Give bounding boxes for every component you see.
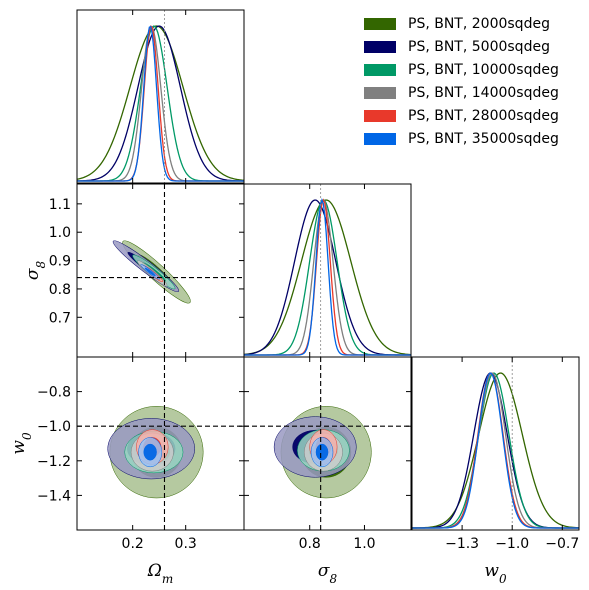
marginal-curve-4 <box>77 25 244 182</box>
contour-inner-5 <box>143 443 157 461</box>
x-tick-label: −1.3 <box>445 536 479 552</box>
legend-label: PS, BNT, 10000sqdeg <box>408 61 559 78</box>
marginal-curve-3 <box>77 25 244 182</box>
legend-swatch <box>364 40 396 53</box>
y-tick-label: −1.4 <box>37 488 71 504</box>
panel-s8_w0 <box>244 357 411 530</box>
marginal-w0 <box>412 357 579 530</box>
y-tick-label: −1.0 <box>37 419 71 435</box>
panel-om_w0 <box>77 357 244 530</box>
marginal-om <box>77 10 244 183</box>
legend-item: PS, BNT, 28000sqdeg <box>364 104 559 127</box>
panel-frame <box>76 9 245 184</box>
legend: PS, BNT, 2000sqdeg PS, BNT, 5000sqdeg PS, … <box>364 12 559 150</box>
marginal-curve-5 <box>244 198 411 356</box>
legend-swatch <box>364 17 396 30</box>
y-tick-label: 1.1 <box>49 197 71 213</box>
y-tick-label: 0.9 <box>49 254 71 270</box>
legend-label: PS, BNT, 28000sqdeg <box>408 107 559 124</box>
marginal-curve-2 <box>412 372 579 529</box>
legend-swatch <box>364 63 396 76</box>
y-tick-label: 0.7 <box>49 310 71 326</box>
contour-inner-5 <box>144 267 156 277</box>
marginal-s8 <box>244 184 411 357</box>
marginal-curve-2 <box>77 25 244 182</box>
x-tick-label: 0.2 <box>122 536 144 552</box>
legend-item: PS, BNT, 10000sqdeg <box>364 58 559 81</box>
legend-swatch <box>364 132 396 145</box>
x-tick-label: 1.0 <box>353 536 375 552</box>
panel-om_s8 <box>77 184 244 357</box>
y-tick-label: −1.2 <box>37 454 71 470</box>
legend-item: PS, BNT, 2000sqdeg <box>364 12 559 35</box>
marginal-curve-3 <box>412 372 579 529</box>
legend-label: PS, BNT, 5000sqdeg <box>408 38 550 55</box>
marginal-curve-0 <box>77 25 244 181</box>
x-tick-label: 0.3 <box>175 536 197 552</box>
legend-label: PS, BNT, 35000sqdeg <box>408 130 559 147</box>
panel-frame <box>243 356 412 531</box>
marginal-curve-0 <box>412 372 579 529</box>
marginal-curve-4 <box>412 372 579 529</box>
y-axis-label-s8: σ8 <box>23 261 48 281</box>
x-axis-label-s8: σ8 <box>318 561 338 586</box>
x-axis-label-w0: w0 <box>484 561 507 586</box>
y-axis-label-w0: w0 <box>9 432 34 455</box>
marginal-curve-0 <box>244 199 411 356</box>
x-axis-label-om: Ωm <box>147 561 174 586</box>
marginal-curve-5 <box>77 25 244 182</box>
legend-swatch <box>364 109 396 122</box>
y-tick-label: −0.8 <box>37 385 71 401</box>
panel-frame <box>411 356 580 531</box>
marginal-curve-1 <box>412 372 579 529</box>
legend-item: PS, BNT, 5000sqdeg <box>364 35 559 58</box>
x-tick-label: −1.0 <box>495 536 529 552</box>
y-tick-label: 1.0 <box>49 225 71 241</box>
marginal-curve-4 <box>244 198 411 356</box>
marginal-curve-5 <box>412 372 579 529</box>
x-tick-label: −0.7 <box>545 536 579 552</box>
contour-inner-5 <box>315 443 329 461</box>
y-tick-label: 0.8 <box>49 282 71 298</box>
legend-swatch <box>364 86 396 99</box>
legend-label: PS, BNT, 2000sqdeg <box>408 15 550 32</box>
legend-item: PS, BNT, 35000sqdeg <box>364 127 559 150</box>
marginal-curve-1 <box>77 25 244 182</box>
legend-label: PS, BNT, 14000sqdeg <box>408 84 559 101</box>
x-tick-label: 0.8 <box>299 536 321 552</box>
legend-item: PS, BNT, 14000sqdeg <box>364 81 559 104</box>
panel-frame <box>243 183 412 358</box>
